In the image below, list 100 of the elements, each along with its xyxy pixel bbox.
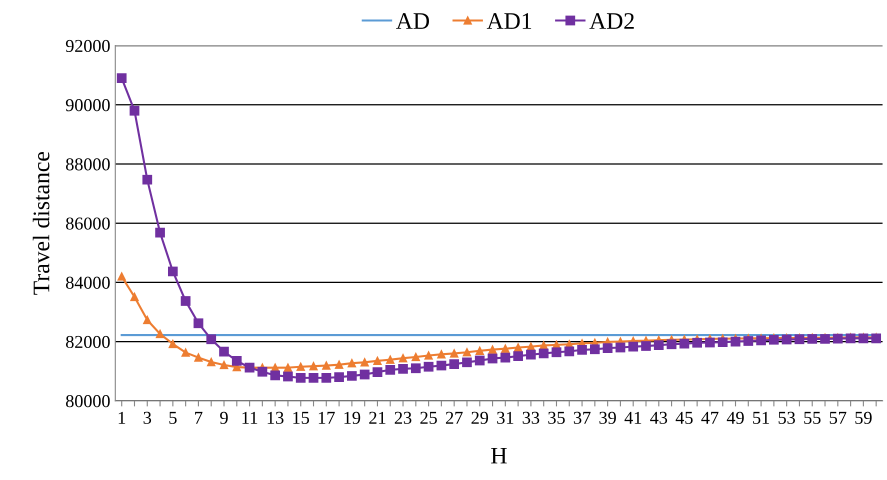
- point: [386, 355, 394, 364]
- point: [436, 360, 446, 370]
- point: [679, 338, 690, 349]
- point: [462, 348, 472, 356]
- point: [180, 296, 191, 306]
- point: [501, 344, 510, 353]
- point: [118, 272, 126, 281]
- x-tick-label: 19: [344, 412, 360, 424]
- point: [219, 346, 229, 357]
- x-tick-label: 5: [169, 412, 177, 424]
- x-tick-label: 9: [220, 412, 228, 424]
- point: [372, 367, 382, 377]
- point: [347, 371, 357, 381]
- point: [181, 348, 190, 357]
- point: [616, 342, 626, 352]
- point: [654, 340, 664, 350]
- point: [424, 351, 433, 360]
- point: [692, 338, 702, 348]
- point: [308, 373, 318, 383]
- point: [334, 360, 344, 369]
- y-tick-label: 84000: [66, 276, 110, 289]
- point: [130, 292, 139, 302]
- x-tick-label: 59: [855, 412, 872, 424]
- x-tick-label: 45: [676, 412, 693, 424]
- point: [322, 361, 330, 370]
- x-tick-label: 55: [804, 412, 821, 424]
- point: [526, 350, 536, 360]
- y-tick-label: 82000: [66, 336, 110, 348]
- x-tick-label: 43: [650, 412, 668, 424]
- point: [168, 340, 178, 348]
- point: [410, 363, 421, 374]
- point: [296, 362, 305, 371]
- point: [270, 370, 280, 380]
- point: [590, 344, 600, 354]
- x-tick-label: 1: [118, 412, 126, 424]
- point: [488, 345, 497, 354]
- point: [232, 356, 242, 366]
- legend-label: AD1: [486, 13, 532, 29]
- point: [348, 359, 356, 368]
- point: [398, 364, 408, 374]
- x-tick-label: 35: [548, 412, 565, 424]
- y-tick-label: 92000: [66, 40, 110, 52]
- x-tick-label: 13: [268, 412, 284, 424]
- point: [142, 174, 152, 185]
- point: [437, 350, 446, 358]
- point: [194, 353, 203, 362]
- point: [168, 266, 178, 276]
- point: [538, 348, 549, 358]
- x-tick-label: 21: [369, 412, 386, 424]
- y-axis-title: Travel distance: [32, 152, 50, 295]
- x-tick-label: 31: [497, 412, 514, 424]
- point: [743, 336, 754, 346]
- point: [385, 365, 396, 375]
- point: [628, 342, 638, 352]
- point: [220, 360, 228, 370]
- point: [412, 352, 420, 362]
- point: [398, 354, 408, 362]
- point: [602, 343, 612, 353]
- point: [449, 359, 460, 369]
- point: [258, 366, 268, 377]
- point: [705, 338, 715, 348]
- point: [488, 354, 498, 364]
- x-tick-label: 39: [599, 412, 616, 424]
- point: [284, 363, 292, 372]
- point: [474, 356, 485, 366]
- point: [321, 373, 332, 383]
- x-tick-label: 51: [753, 412, 770, 424]
- point: [718, 337, 728, 348]
- point: [577, 345, 587, 355]
- point: [641, 341, 651, 351]
- point: [552, 347, 562, 358]
- x-tick-label: 49: [726, 412, 744, 424]
- x-tick-label: 11: [242, 412, 258, 424]
- x-tick-label: 29: [472, 412, 488, 424]
- x-tick-label: 17: [318, 412, 335, 424]
- y-tick-label: 86000: [66, 217, 110, 230]
- point: [514, 343, 522, 352]
- x-tick-label: 3: [144, 412, 152, 424]
- point: [360, 358, 369, 366]
- point: [334, 372, 344, 382]
- point: [143, 316, 152, 324]
- y-tick-label: 88000: [66, 158, 110, 170]
- point: [500, 352, 510, 362]
- point: [309, 362, 318, 370]
- x-tick-label: 53: [778, 412, 795, 424]
- point: [155, 228, 165, 238]
- point: [476, 346, 484, 355]
- x-tick-label: 57: [830, 412, 846, 424]
- point: [360, 370, 370, 380]
- point: [513, 351, 523, 361]
- point: [130, 106, 140, 116]
- x-tick-label: 33: [522, 412, 540, 424]
- point: [116, 73, 127, 84]
- point: [206, 334, 216, 344]
- point: [424, 362, 434, 372]
- point: [450, 349, 458, 358]
- legend-label: AD2: [589, 13, 634, 29]
- x-tick-label: 41: [624, 412, 642, 424]
- point: [756, 336, 766, 346]
- point: [730, 336, 740, 346]
